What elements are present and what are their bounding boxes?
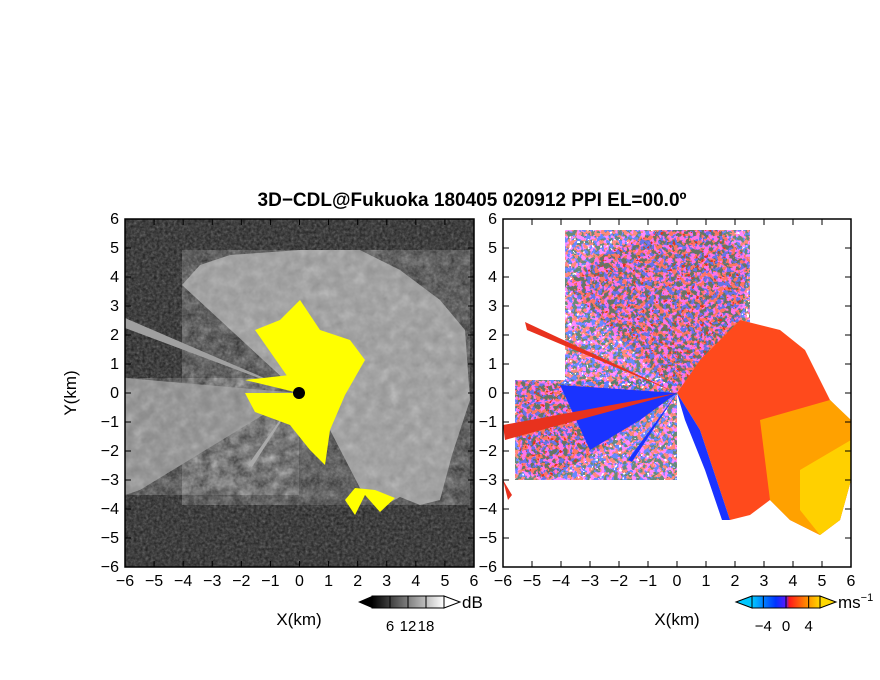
y-tick-label: 6 [110,211,119,228]
y-tick-label: 3 [488,298,497,315]
colorbar-tick-label: 4 [804,618,812,635]
y-tick-label: 1 [110,356,119,373]
y-tick-label: 5 [110,240,119,257]
velocity-negative-region [560,385,677,450]
y-tick-label: 5 [488,240,497,257]
x-tick-label: 4 [789,573,798,590]
reflectivity-axis-ticks: −6 −5 −4 −3 −2 −1 0 1 2 3 4 5 6 −6 −5 −4 −3 −2 −1 0 1 2 3 4 5 6 [101,211,479,590]
reflectivity-colorbar-unit: dB [462,593,483,612]
x-tick-label: 2 [731,573,740,590]
x-tick-label: 3 [382,573,391,590]
colorbar-tick-label: −4 [755,618,772,635]
y-tick-label: −2 [479,443,497,460]
velocity-panel: −6 −5 −4 −3 −2 −1 0 1 2 3 4 5 6 −6 −5 −4 −3 −2 −1 0 1 2 3 4 5 6 X… [479,211,873,635]
y-tick-label: 0 [110,385,119,402]
y-tick-label: −6 [479,559,497,576]
x-tick-label: 5 [818,573,827,590]
y-tick-label: −3 [479,472,497,489]
y-tick-label: 4 [110,269,119,286]
x-tick-label: −4 [552,573,570,590]
y-tick-label: −4 [101,501,119,518]
y-tick-label: 6 [488,211,497,228]
x-tick-label: 1 [324,573,333,590]
velocity-image [503,219,851,567]
x-tick-label: 3 [760,573,769,590]
x-tick-label: 0 [295,573,304,590]
x-tick-label: 0 [673,573,682,590]
y-tick-label: 2 [488,327,497,344]
colorbar-tick-label: 12 [400,618,417,635]
y-tick-label: −4 [479,501,497,518]
y-tick-label: 4 [488,269,497,286]
y-tick-label: −3 [101,472,119,489]
reflectivity-saturated-region [245,300,365,465]
y-tick-label: −1 [101,414,119,431]
x-tick-label: −3 [203,573,221,590]
y-tick-label: −1 [479,414,497,431]
y-tick-label: 1 [488,356,497,373]
velocity-colorbar: ms−1 −4 0 4 [734,592,873,635]
x-tick-label: 6 [470,573,479,590]
y-tick-label: 0 [488,385,497,402]
reflectivity-colorbar: dB 6 12 18 [358,593,483,635]
x-tick-label: −2 [232,573,250,590]
x-tick-label: 1 [702,573,711,590]
velocity-colorbar-unit: ms−1 [838,592,873,612]
y-tick-label: 2 [110,327,119,344]
x-tick-label: −5 [523,573,541,590]
y-tick-label: 3 [110,298,119,315]
velocity-axis-ticks: −6 −5 −4 −3 −2 −1 0 1 2 3 4 5 6 −6 −5 −4 −3 −2 −1 0 1 2 3 4 5 6 [479,211,856,590]
x-tick-label: −1 [639,573,657,590]
reflectivity-y-axis-label: Y(km) [61,370,80,415]
y-tick-label: −6 [101,559,119,576]
colorbar-tick-label: 6 [386,618,394,635]
figure-title: 3D−CDL@Fukuoka 180405 020912 PPI EL=00.0… [258,190,687,211]
x-tick-label: 6 [847,573,856,590]
velocity-x-axis-label: X(km) [654,610,699,629]
x-tick-label: 5 [440,573,449,590]
x-tick-label: 4 [411,573,420,590]
reflectivity-image [125,219,474,567]
reflectivity-x-axis-label: X(km) [276,610,321,629]
x-tick-label: −1 [261,573,279,590]
x-tick-label: −3 [581,573,599,590]
x-tick-label: −2 [610,573,628,590]
y-tick-label: −2 [101,443,119,460]
x-tick-label: 2 [353,573,362,590]
colorbar-tick-label: 18 [418,618,435,635]
colorbar-tick-label: 0 [782,618,790,635]
y-tick-label: −5 [479,530,497,547]
x-tick-label: −6 [494,573,512,590]
x-tick-label: −6 [116,573,134,590]
x-tick-label: −5 [145,573,163,590]
y-tick-label: −5 [101,530,119,547]
x-tick-label: −4 [174,573,192,590]
